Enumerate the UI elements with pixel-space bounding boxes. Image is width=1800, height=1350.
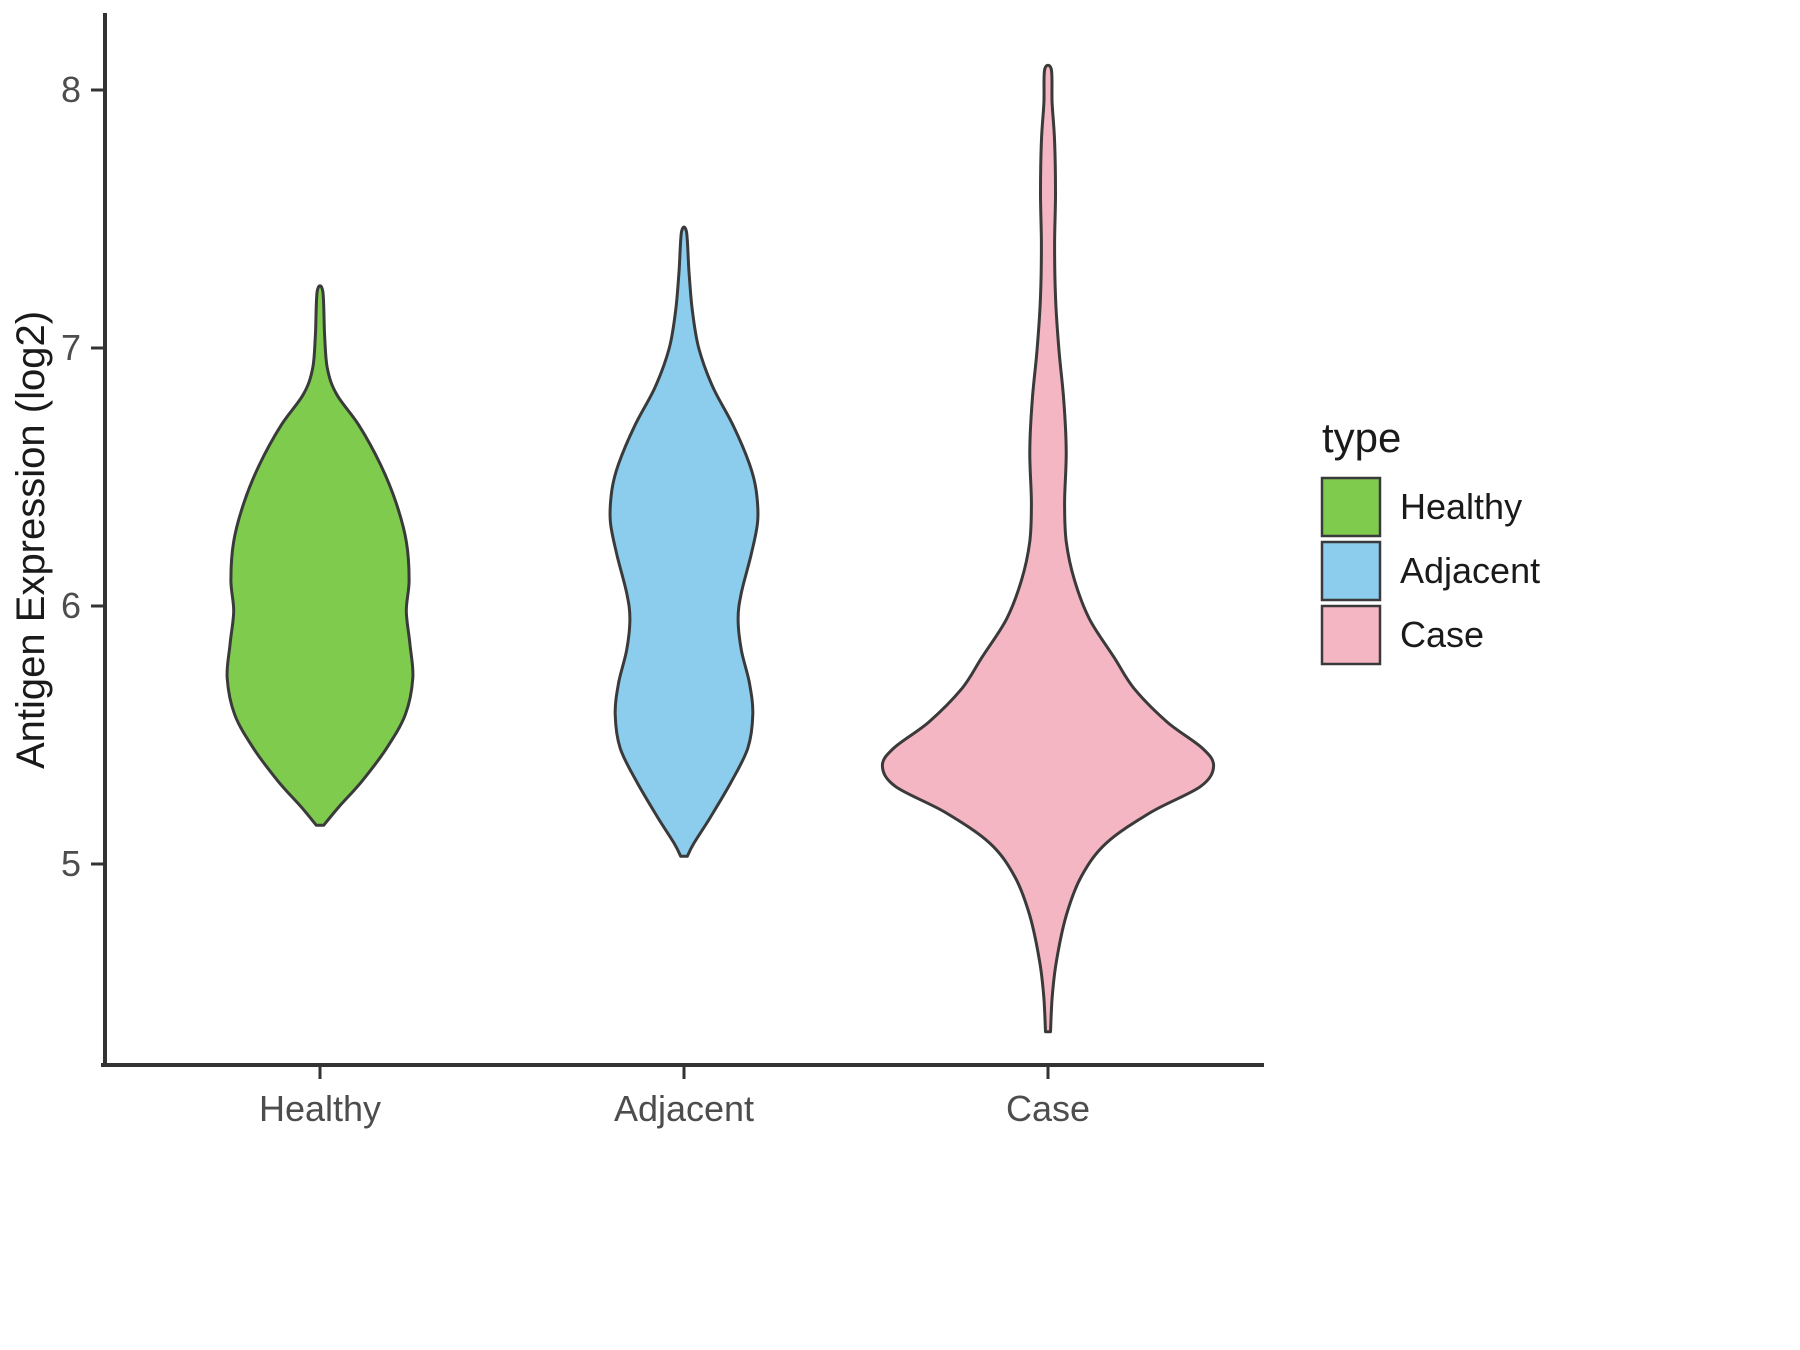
axes-layer: 5 6 7 8 Healthy Adjacent Case: [61, 13, 1264, 1129]
y-tick-label-7: 7: [61, 327, 81, 368]
x-tick-label-case: Case: [1006, 1088, 1090, 1129]
legend-items: Healthy Adjacent Case: [1320, 476, 1540, 666]
legend-swatch-healthy: [1320, 476, 1382, 538]
y-axis-title: Antigen Expression (log2): [9, 311, 53, 769]
y-tick-label-8: 8: [61, 69, 81, 110]
legend-title: type: [1322, 414, 1401, 461]
violins-layer: [225, 63, 1216, 1034]
legend-swatch-case: [1320, 604, 1382, 666]
x-tick-label-adjacent: Adjacent: [614, 1088, 754, 1129]
legend-label-adjacent: Adjacent: [1400, 550, 1540, 591]
violin-adjacent: [608, 225, 760, 858]
legend-label-case: Case: [1400, 614, 1484, 655]
x-tick-label-healthy: Healthy: [259, 1088, 381, 1129]
y-tick-label-5: 5: [61, 843, 81, 884]
violin-case: [880, 63, 1216, 1034]
legend-swatch-adjacent: [1320, 540, 1382, 602]
y-tick-label-6: 6: [61, 585, 81, 626]
violin-healthy: [225, 284, 415, 827]
legend: type Healthy Adjacent Case: [1320, 414, 1540, 666]
legend-label-healthy: Healthy: [1400, 486, 1522, 527]
